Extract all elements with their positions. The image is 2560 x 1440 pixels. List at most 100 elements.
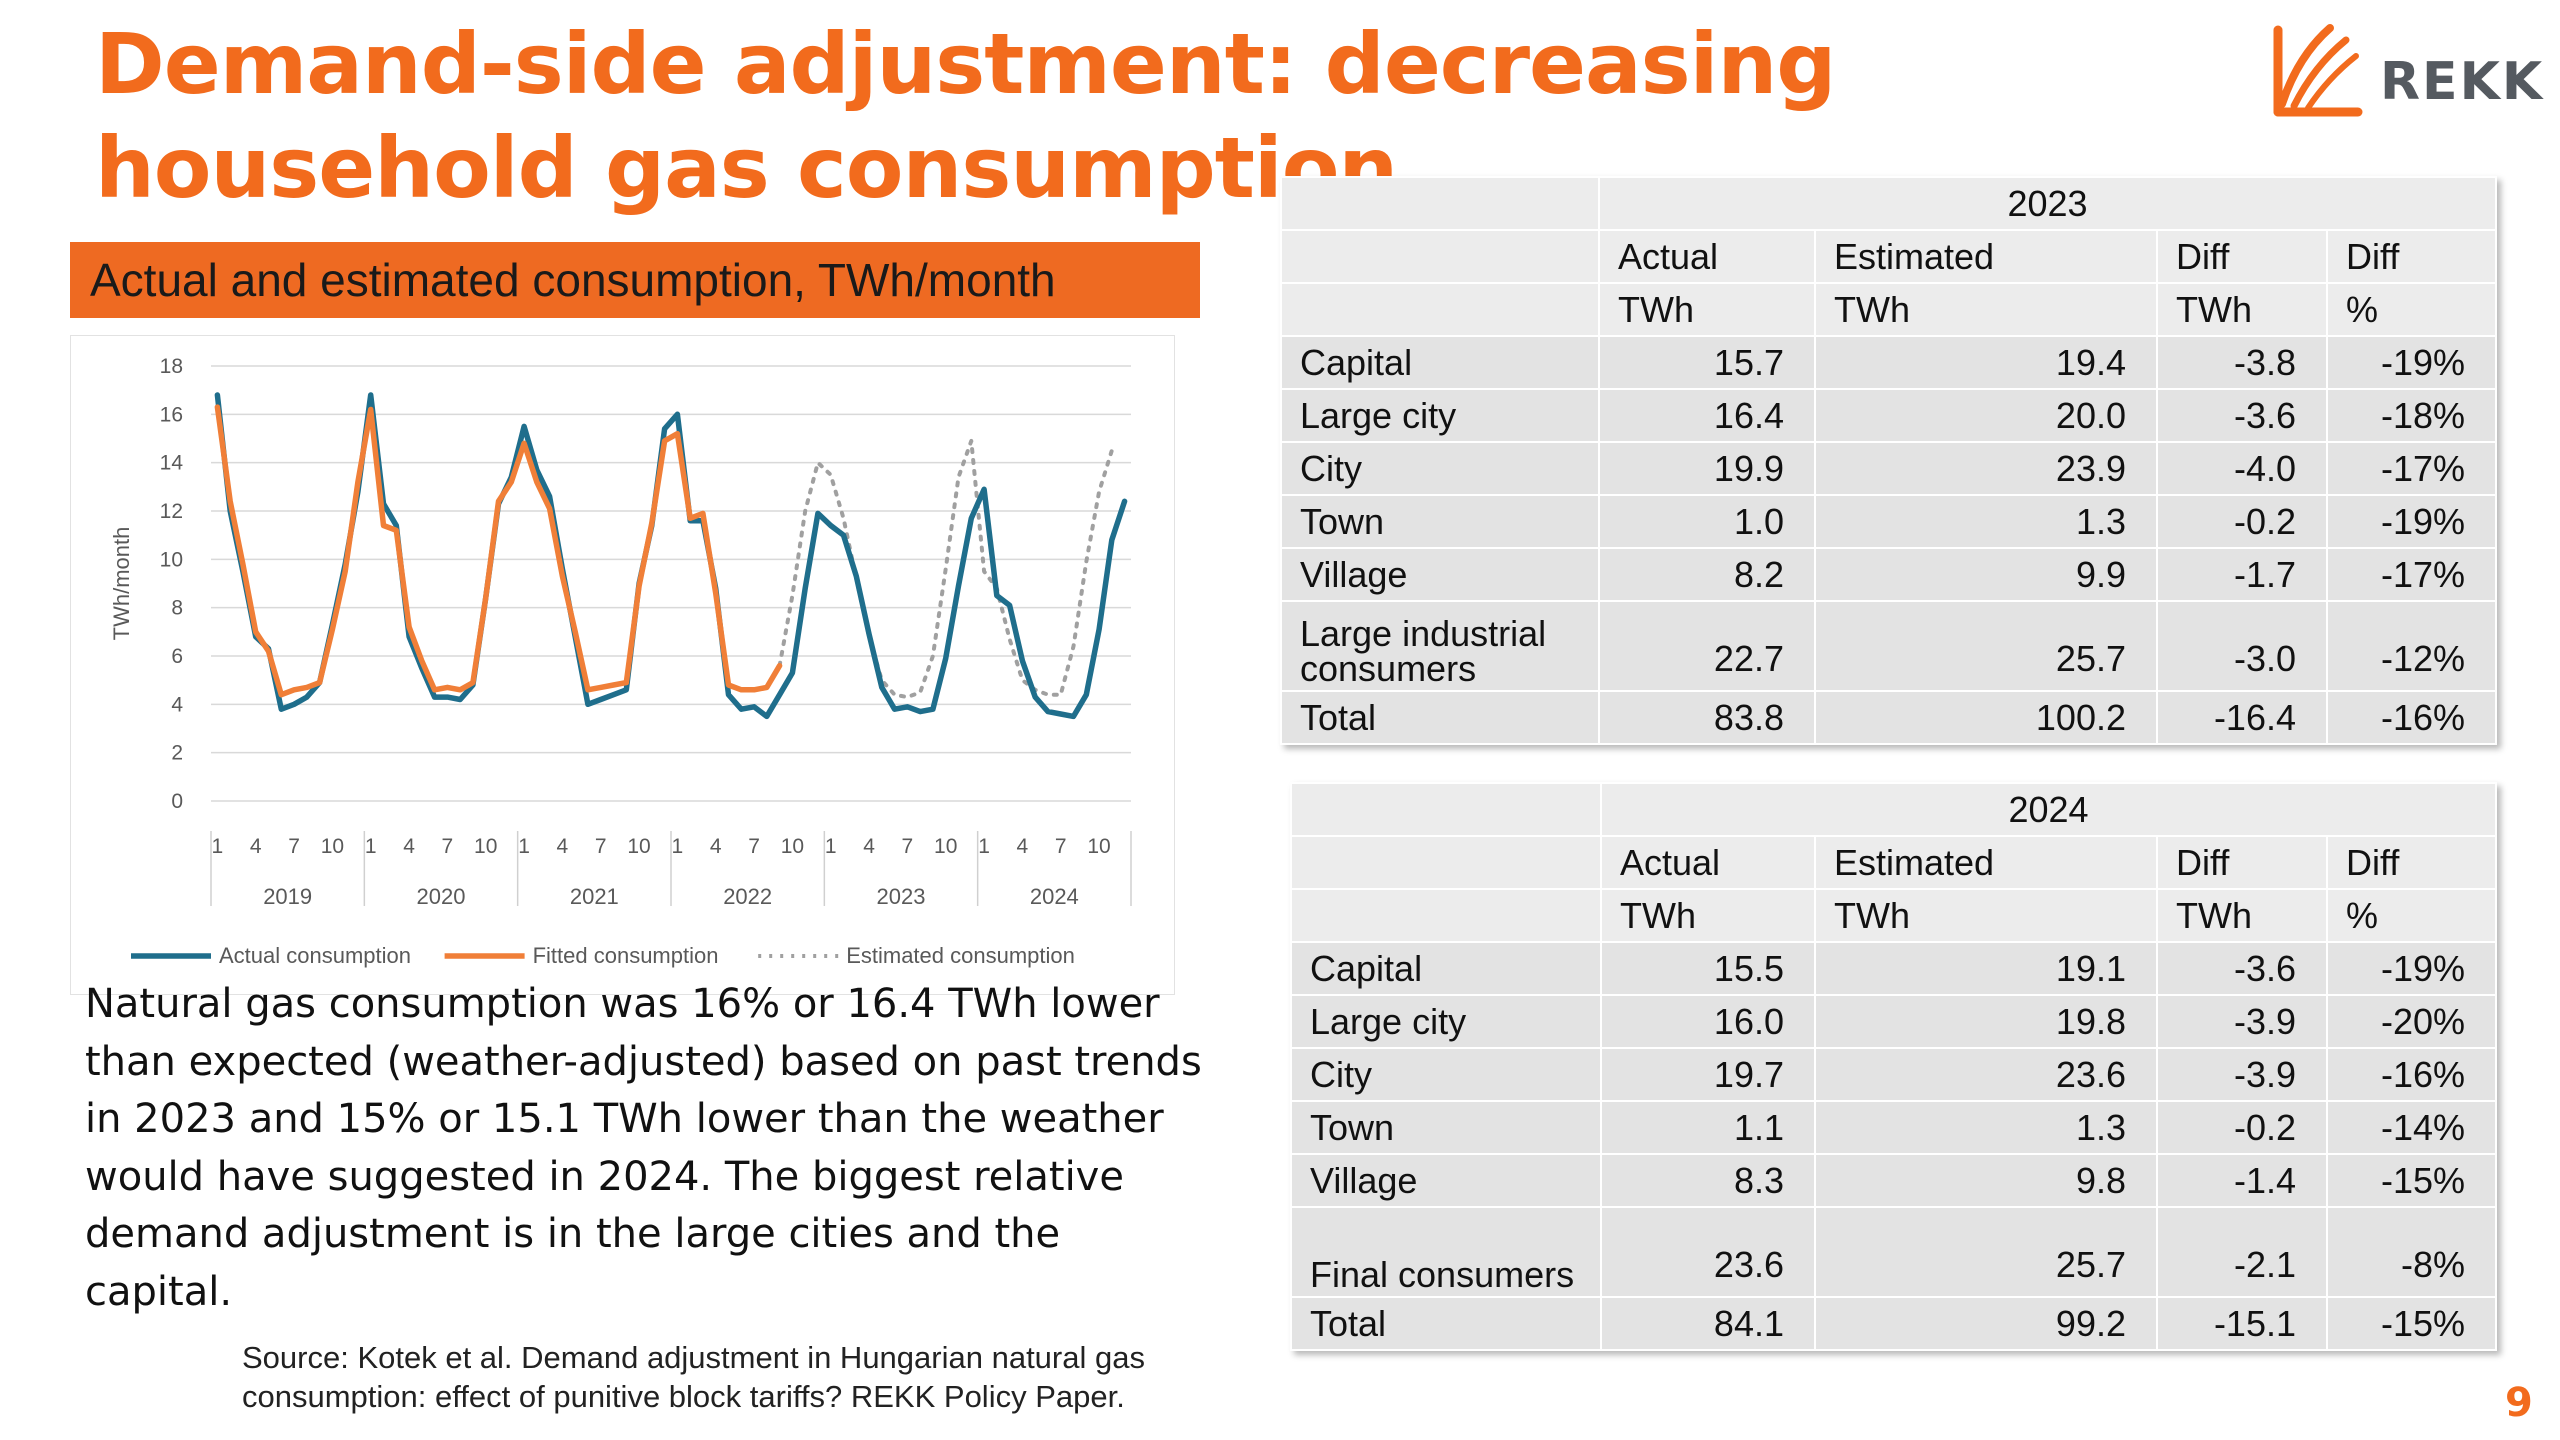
unit-diff-pct: % [2325,888,2498,943]
cell-actual: 8.2 [1598,547,1816,602]
table-2023: 2023 Actual Estimated Diff Diff TWh TWh … [1280,176,2498,745]
table-row: Village 8.2 9.9 -1.7 -17% [1280,547,2498,602]
row-label: Town [1290,1100,1602,1155]
cell-diff: -2.1 [2156,1206,2328,1298]
x-tick-label: 10 [321,835,344,858]
y-tick-label: 12 [160,500,183,523]
cell-pct: -19% [2325,494,2498,549]
col-header-actual: Actual [1600,835,1816,890]
x-tick-label: 10 [781,835,804,858]
cell-estimated: 100.2 [1814,690,2158,745]
cell-estimated: 23.6 [1814,1047,2158,1102]
table-year-row: 2023 [1280,176,2498,231]
cell-pct: -17% [2325,547,2498,602]
row-label: Capital [1280,335,1600,390]
table-units-row: TWh TWh TWh % [1290,888,2498,943]
cell-estimated: 1.3 [1814,494,2158,549]
table-header-row: Actual Estimated Diff Diff [1280,229,2498,284]
source-note: Source: Kotek et al. Demand adjustment i… [242,1340,1145,1414]
cell-diff: -0.2 [2156,1100,2328,1155]
unit-diff: TWh [2156,282,2328,337]
x-tick-label: 1 [365,835,377,858]
y-tick-label: 0 [171,790,183,813]
cell-pct: -17% [2325,441,2498,496]
cell-pct: -19% [2325,335,2498,390]
x-tick-label: 7 [1055,835,1067,858]
row-label: Village [1290,1153,1602,1208]
cell-diff: -16.4 [2156,690,2328,745]
x-tick-label: 4 [557,835,569,858]
table-row: City 19.7 23.6 -3.9 -16% [1290,1047,2498,1102]
x-tick-label: 7 [288,835,300,858]
table-total-row: Total 83.8 100.2 -16.4 -16% [1280,690,2498,745]
row-label: City [1280,441,1600,496]
cell-actual: 23.6 [1600,1206,1816,1298]
y-tick-label: 10 [160,548,183,571]
col-header-diff: Diff [2156,835,2328,890]
unit-actual: TWh [1600,888,1816,943]
cell-pct: -16% [2325,1047,2498,1102]
cell-estimated: 9.9 [1814,547,2158,602]
table-total-row: Total 84.1 99.2 -15.1 -15% [1290,1296,2498,1351]
cell-estimated: 1.3 [1814,1100,2158,1155]
x-tick-label: 4 [863,835,875,858]
cell-actual: 22.7 [1598,600,1816,692]
row-label: Total [1280,690,1600,745]
cell-pct: -19% [2325,941,2498,996]
row-label: Final consumers [1290,1206,1602,1298]
y-tick-label: 16 [160,403,183,426]
col-header-estimated: Estimated [1814,229,2158,284]
table-units-row: TWh TWh TWh % [1280,282,2498,337]
cell-pct: -15% [2325,1296,2498,1351]
cell-estimated: 25.7 [1814,1206,2158,1298]
consumption-chart: 0 2 4 6 8 10 12 14 16 18 TWh/month 1 4 7 10 2019 1 4 7 10 20… [70,335,1175,995]
cell-diff: -3.9 [2156,994,2328,1049]
x-tick-label: 7 [595,835,607,858]
y-tick-label: 6 [171,645,183,668]
table-row: Large city 16.0 19.8 -3.9 -20% [1290,994,2498,1049]
col-header-diff-pct: Diff [2325,229,2498,284]
row-label: Total [1290,1296,1602,1351]
table-2024: 2024 Actual Estimated Diff Diff TWh TWh … [1290,782,2498,1351]
row-label: Capital [1290,941,1602,996]
table-row: Final consumers 23.6 25.7 -2.1 -8% [1290,1206,2498,1298]
cell-pct: -8% [2325,1206,2498,1298]
table-row: Capital 15.5 19.1 -3.6 -19% [1290,941,2498,996]
row-label: Village [1280,547,1600,602]
cell-diff: -15.1 [2156,1296,2328,1351]
unit-estimated: TWh [1814,888,2158,943]
cell-actual: 15.7 [1598,335,1816,390]
table-row: Large industrial consumers 22.7 25.7 -3.… [1280,600,2498,692]
unit-diff-pct: % [2325,282,2498,337]
cell-pct: -15% [2325,1153,2498,1208]
cell-estimated: 19.1 [1814,941,2158,996]
table-row: Large city 16.4 20.0 -3.6 -18% [1280,388,2498,443]
col-header-diff: Diff [2156,229,2328,284]
table-header-row: Actual Estimated Diff Diff [1290,835,2498,890]
x-tick-label: 4 [403,835,415,858]
row-label: Large city [1290,994,1602,1049]
cell-estimated: 19.4 [1814,335,2158,390]
unit-diff: TWh [2156,888,2328,943]
series-line-actual-consumption [214,392,1128,720]
series-line-fitted-consumption [214,404,783,698]
cell-diff: -0.2 [2156,494,2328,549]
cell-diff: -3.0 [2156,600,2328,692]
rekk-logo-text: REKK [2380,52,2545,112]
x-tick-label: 1 [825,835,837,858]
rekk-logo-icon [2273,24,2363,117]
cell-actual: 15.5 [1600,941,1816,996]
cell-diff: -3.6 [2156,388,2328,443]
y-tick-label: 8 [171,597,183,620]
cell-pct: -18% [2325,388,2498,443]
y-tick-label: 4 [171,693,183,716]
row-label: Large industrial consumers [1280,600,1600,692]
unit-actual: TWh [1598,282,1816,337]
x-tick-label: 1 [518,835,530,858]
x-tick-label: 4 [250,835,262,858]
unit-estimated: TWh [1814,282,2158,337]
cell-pct: -20% [2325,994,2498,1049]
x-tick-label: 4 [710,835,722,858]
cell-estimated: 23.9 [1814,441,2158,496]
cell-actual: 8.3 [1600,1153,1816,1208]
